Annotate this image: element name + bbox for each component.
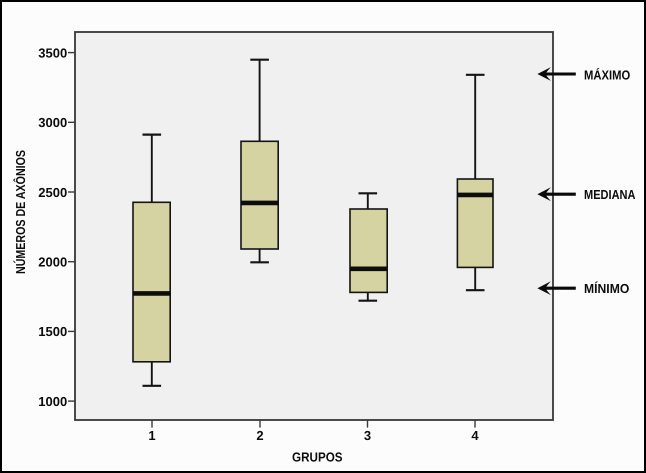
svg-text:3000: 3000 <box>38 115 67 130</box>
svg-text:NÚMEROS DE AXÔNIOS: NÚMEROS DE AXÔNIOS <box>13 150 28 274</box>
svg-text:2: 2 <box>256 428 263 443</box>
svg-text:MEDIANA: MEDIANA <box>584 187 636 202</box>
svg-text:2500: 2500 <box>38 185 67 200</box>
svg-text:3: 3 <box>364 428 371 443</box>
svg-text:MÍNIMO: MÍNIMO <box>584 281 629 296</box>
svg-text:GRUPOS: GRUPOS <box>292 450 343 465</box>
svg-text:1000: 1000 <box>38 394 67 409</box>
svg-text:4: 4 <box>471 428 479 443</box>
svg-text:3500: 3500 <box>38 45 67 60</box>
svg-text:1500: 1500 <box>38 324 67 339</box>
svg-text:1: 1 <box>148 428 155 443</box>
svg-text:MÁXIMO: MÁXIMO <box>584 67 630 82</box>
svg-text:2000: 2000 <box>38 255 67 270</box>
